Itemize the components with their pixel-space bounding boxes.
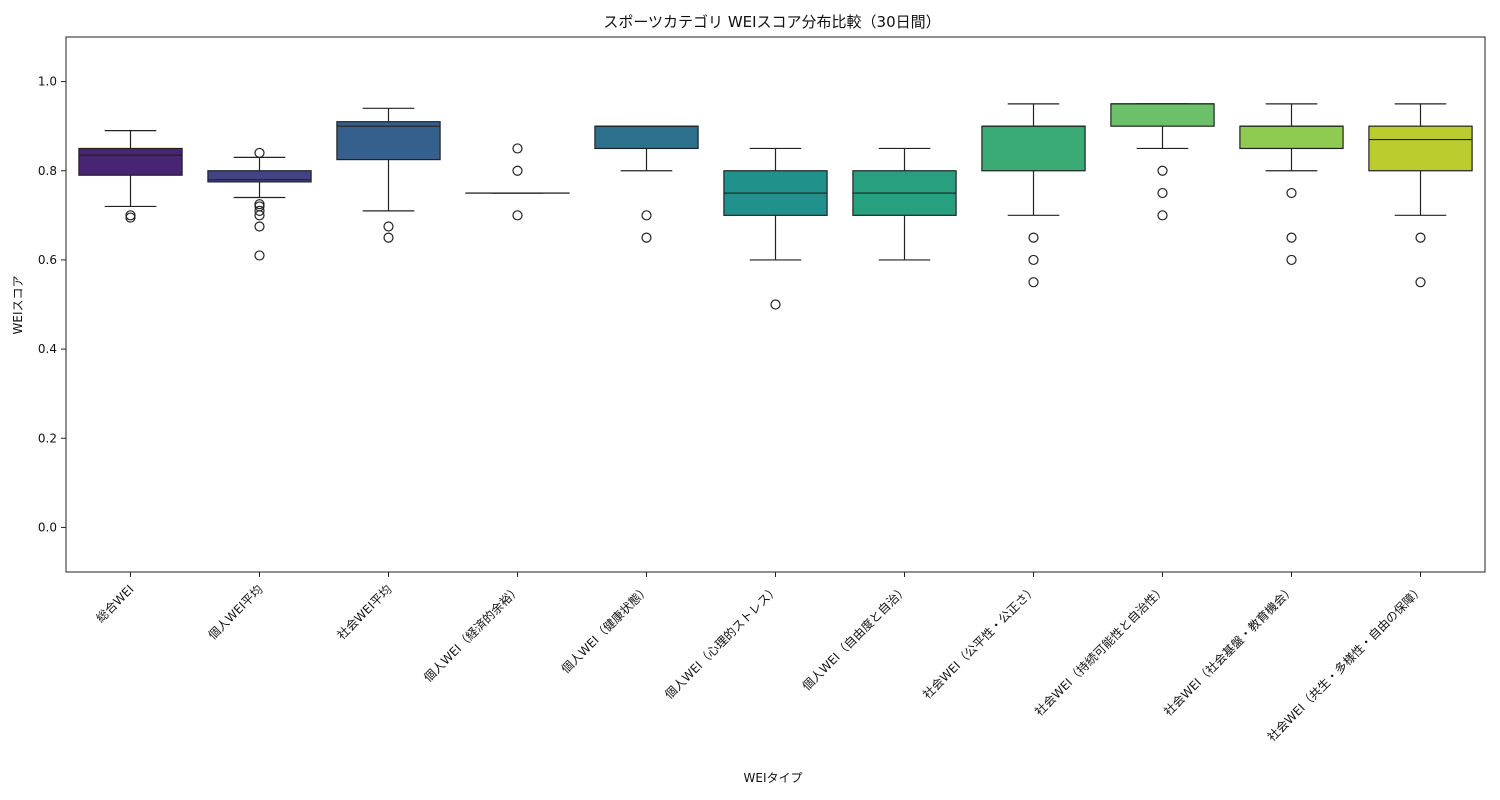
x-tick-label: 個人WEI平均	[206, 582, 266, 642]
x-tick-label: 個人WEI（心理的ストレス）	[661, 582, 781, 702]
outlier-point	[254, 205, 265, 216]
box-group	[852, 147, 957, 261]
outlier-point	[254, 210, 265, 221]
box-group	[465, 143, 570, 221]
box	[981, 125, 1086, 172]
box	[1368, 125, 1473, 172]
x-tick-label: 個人WEI（健康状態）	[558, 582, 653, 677]
x-tick-label: 社会WEI（社会基盤・教育機会）	[1160, 582, 1297, 719]
outlier-point	[1415, 232, 1426, 243]
box	[336, 121, 441, 161]
outlier-point	[125, 212, 136, 223]
outlier-point	[254, 221, 265, 232]
y-tick-label: 0.2	[38, 431, 57, 445]
box-group	[1239, 103, 1344, 266]
outlier-point	[1286, 187, 1297, 199]
box	[78, 147, 183, 176]
plot-area	[78, 103, 1473, 310]
outlier-point	[641, 210, 652, 221]
x-tick-label: 社会WEI（公平性・公正さ）	[919, 582, 1039, 702]
outlier-point	[1157, 187, 1168, 199]
box	[594, 125, 699, 150]
plot-frame	[65, 36, 1486, 573]
box-group	[723, 147, 828, 310]
outlier-point	[1028, 254, 1039, 266]
y-tick-label: 0.4	[38, 342, 57, 356]
box-group	[1368, 103, 1473, 288]
outlier-point	[1157, 210, 1168, 221]
outlier-point	[254, 250, 265, 261]
box	[1239, 125, 1344, 150]
outlier-point	[383, 232, 394, 243]
y-tick-label: 0.6	[38, 253, 57, 267]
x-tick-label: 個人WEI（自由度と自治）	[799, 582, 911, 694]
x-tick-label: 社会WEI平均	[334, 582, 395, 643]
box-group	[594, 125, 699, 243]
x-tick-label: 社会WEI（持続可能性と自治性）	[1031, 582, 1168, 719]
outlier-point	[1415, 277, 1426, 288]
outlier-point	[1028, 277, 1039, 288]
outlier-point	[512, 210, 523, 221]
y-tick-label: 0.0	[38, 520, 57, 534]
outlier-point	[641, 232, 652, 243]
box-group	[1110, 103, 1215, 221]
outlier-point	[125, 210, 136, 221]
box-group	[78, 130, 183, 223]
outlier-point	[512, 165, 523, 176]
box-group	[207, 147, 312, 261]
outlier-point	[254, 147, 265, 159]
x-axis-label: WEIタイプ	[744, 771, 803, 785]
outlier-point	[1157, 165, 1168, 176]
outlier-point	[1286, 254, 1297, 266]
x-tick-label: 個人WEI（経済的余裕）	[420, 582, 523, 685]
outlier-point	[383, 221, 394, 232]
box-group	[981, 103, 1086, 288]
x-tick-label: 総合WEI	[93, 582, 137, 626]
chart-title: スポーツカテゴリ WEIスコア分布比較（30日間）	[603, 13, 940, 31]
outlier-point	[1286, 232, 1297, 243]
y-tick-label: 0.8	[38, 164, 57, 178]
outlier-point	[512, 143, 523, 154]
outlier-point	[770, 299, 781, 310]
y-axis: 0.0 0.2 0.4 0.6 0.8 1.0	[38, 75, 66, 534]
box	[207, 170, 312, 183]
y-axis-label: WEIスコア	[11, 276, 25, 335]
y-tick-label: 1.0	[38, 75, 57, 89]
x-tick-label: 社会WEI（共生・多様性・自由の保障）	[1264, 582, 1427, 745]
x-axis: 総合WEI 個人WEI平均 社会WEI平均 個人WEI（経済的余裕） 個人WEI（健康状…	[93, 572, 1427, 744]
outlier-point	[1028, 232, 1039, 243]
box	[1110, 103, 1215, 127]
box-group	[336, 107, 441, 243]
